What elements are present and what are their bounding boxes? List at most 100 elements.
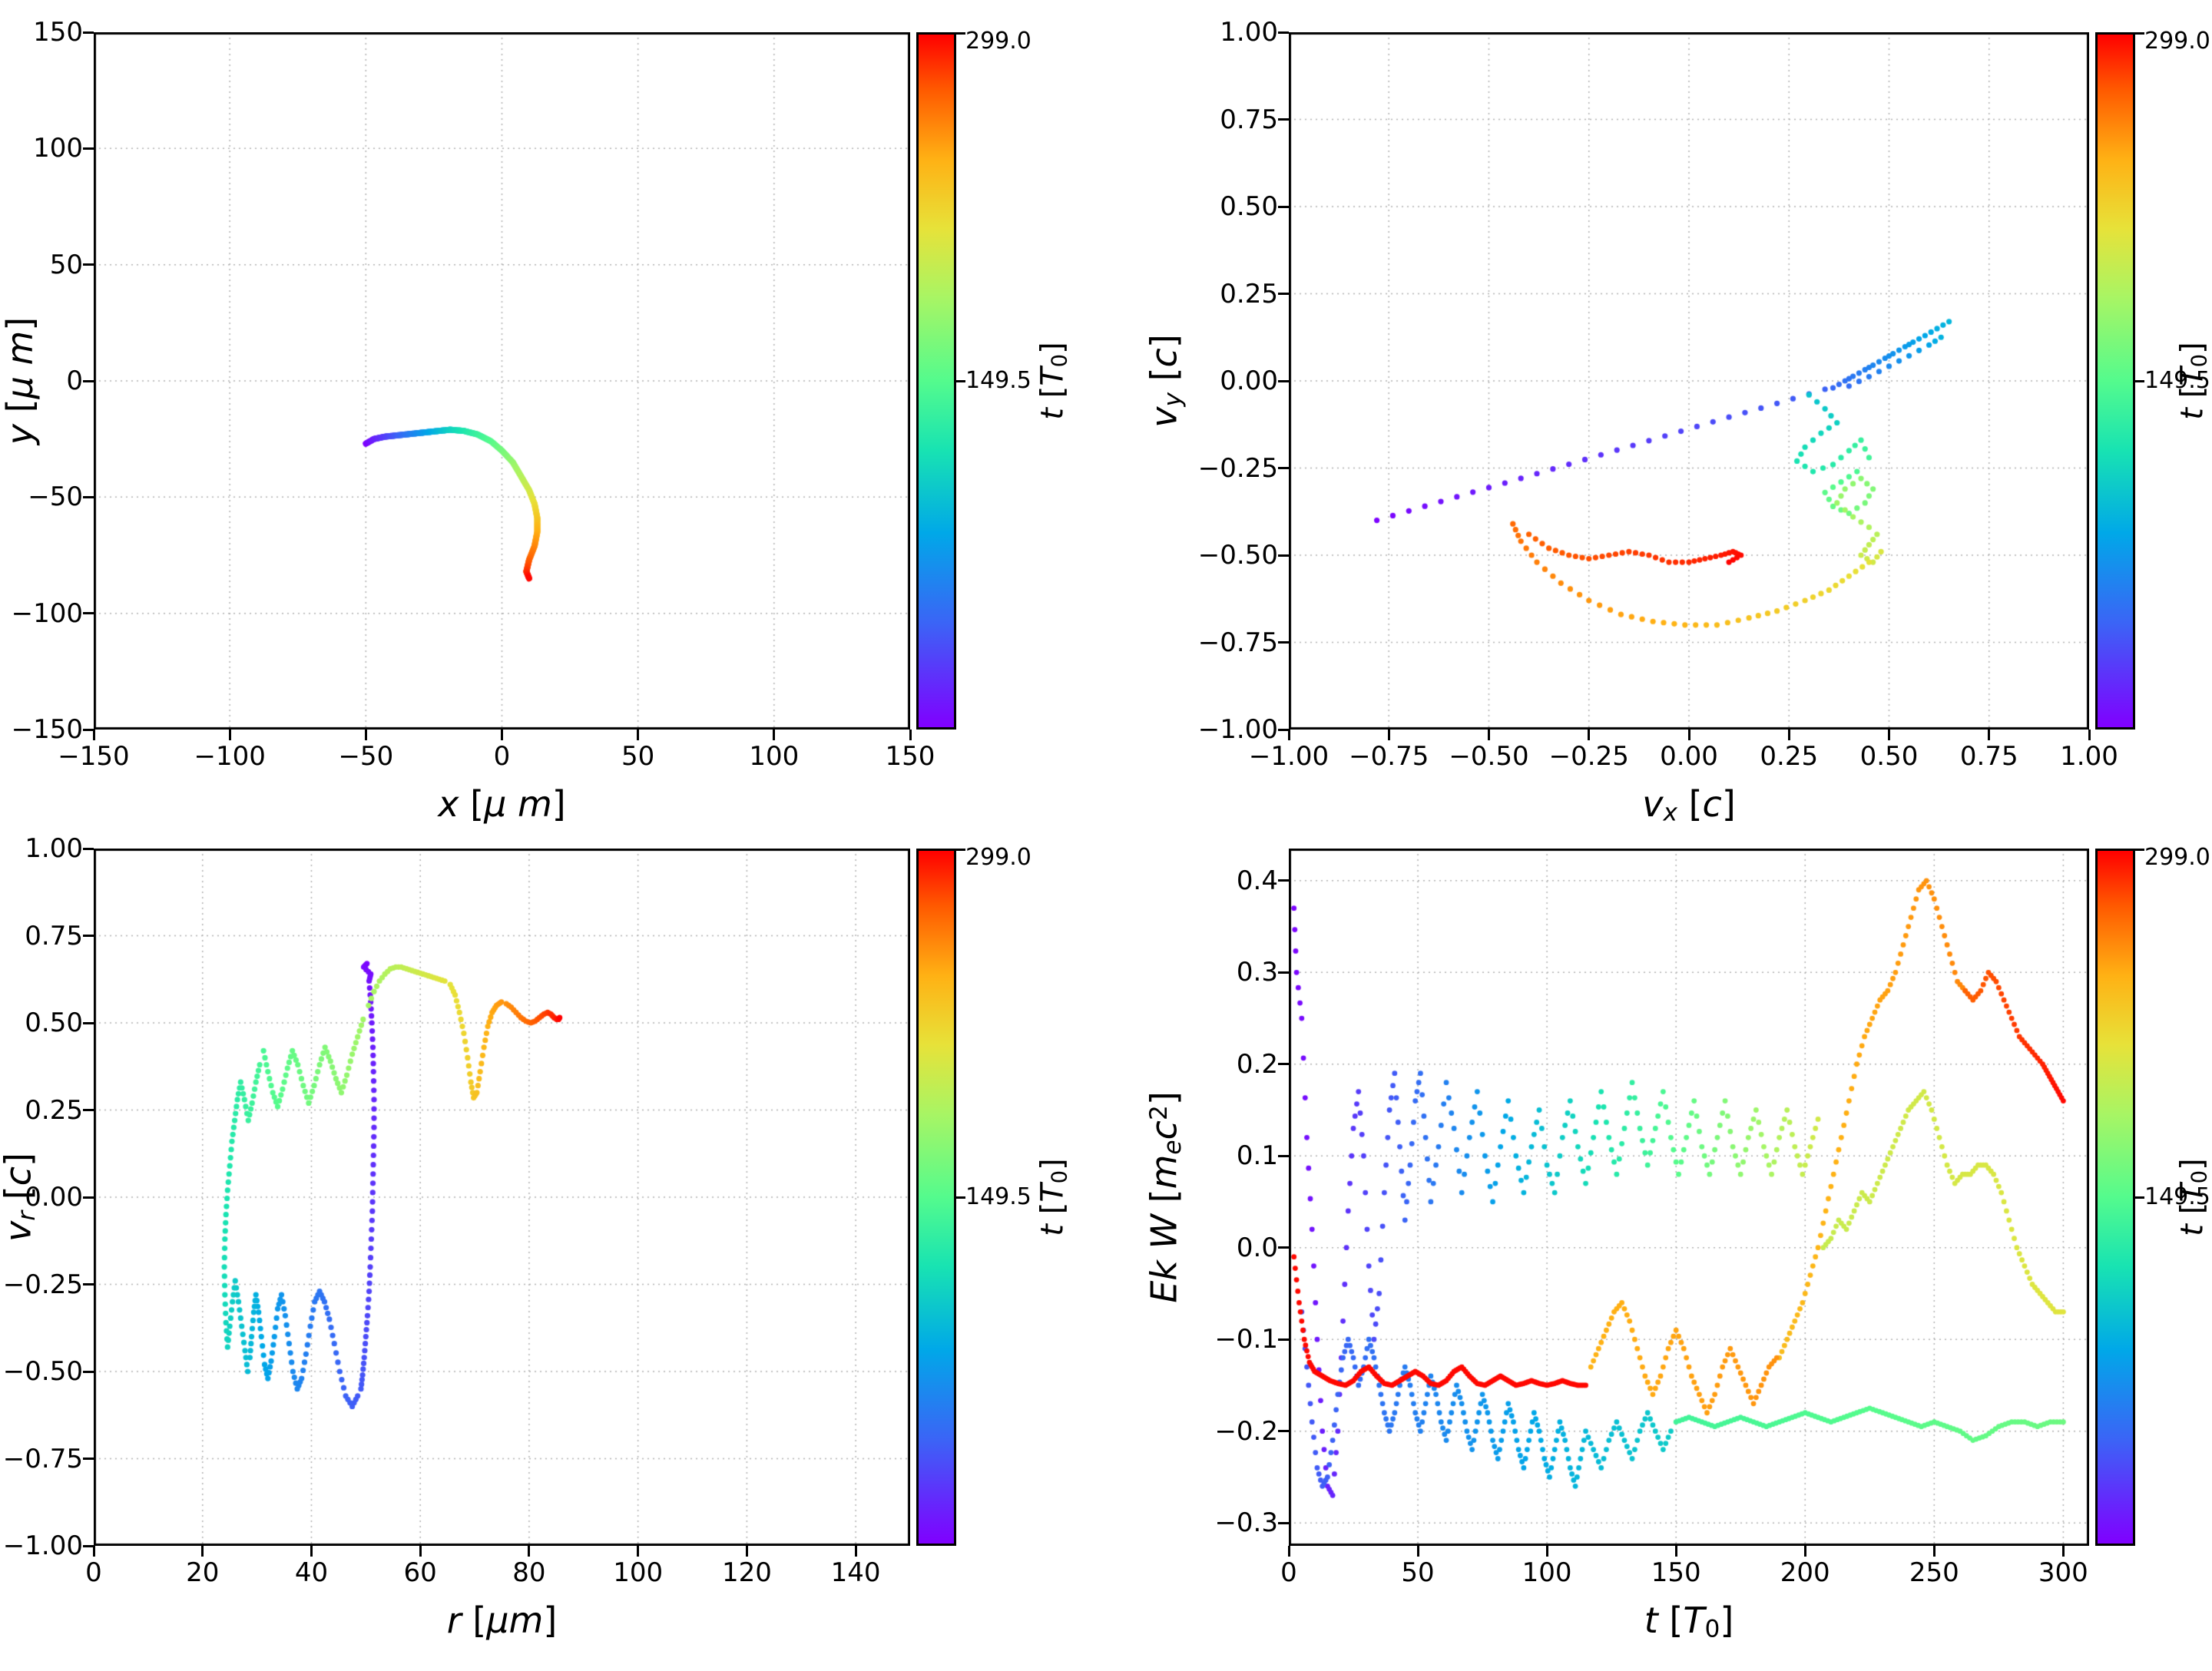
label-part: [ [2174,1202,2210,1224]
x-tick-label: 60 [403,1557,437,1588]
x-tick-label: 50 [621,741,655,772]
label-part: [ [2174,385,2210,408]
colorbar-tick-label: 149.5 [965,367,1031,394]
x-tick-mark [1687,730,1690,740]
label-part: ] [1035,342,1071,354]
x-tick-label: 300 [2038,1557,2088,1588]
y-tick-mark [1278,728,1289,731]
colorbar-tick-label: 149.5 [965,1183,1031,1210]
x-tick-mark [92,730,95,740]
y-tick-label: 50 [49,249,83,280]
x-tick-mark [1545,1546,1548,1557]
x-tick-mark [364,730,367,740]
x-tick-label: 1.00 [2060,741,2118,772]
y-tick-mark [1278,554,1289,557]
x-tick-mark [1287,730,1290,740]
colorbar-tick-mark [2135,1196,2144,1199]
y-tick-label: −0.50 [2,1356,83,1387]
label-part: y [0,424,41,445]
label-part: c [1702,783,1722,825]
y-tick-label: 0.50 [1220,191,1278,222]
y-tick-mark [1278,1338,1289,1341]
x-tick-label: 0 [493,741,511,772]
x-tick-mark [2088,730,2091,740]
colorbar-tick-mark [2135,32,2144,35]
y-tick-mark [83,495,94,498]
y-tick-mark [1278,1246,1289,1249]
y-tick-label: 150 [33,17,83,48]
y-tick-label: −0.2 [1214,1415,1278,1447]
x-tick-label: 200 [1780,1557,1830,1588]
x-tick-mark [1387,730,1390,740]
label-part: e [1159,1140,1187,1155]
label-part: ] [1035,1158,1071,1170]
label-part: t [1644,1600,1658,1641]
label-part: 0 [1048,353,1072,368]
colorbar-tick-label: 299.0 [965,844,1031,871]
label-part: 0 [2187,1170,2212,1184]
colorbar-tick-label: 149.5 [2144,367,2210,394]
x-tick-mark [1287,1546,1290,1557]
plot-area-energy-time [1289,849,2089,1546]
colorbar-velocity-vxvy [2095,32,2135,730]
label-part: [ [0,399,41,424]
y-tick-label: 0.75 [1220,104,1278,135]
y-axis-label-radial-phase: vr [c] [0,1153,41,1242]
label-part: t [1035,1224,1071,1236]
plot-area-radial-phase [94,849,910,1546]
y-tick-mark [83,847,94,850]
y-tick-mark [83,1544,94,1547]
x-tick-mark [637,730,640,740]
y-tick-label: −150 [11,714,83,745]
x-axis-label-position-xy: x [μ m] [438,786,565,822]
y-tick-label: 0.25 [1220,278,1278,309]
label-part: t [1035,408,1071,420]
y-tick-label: 0.0 [1236,1232,1278,1263]
colorbar-radial-phase [916,849,956,1546]
y-tick-mark [83,1283,94,1286]
colorbar-label-energy-time: t [T0] [2174,1158,2212,1236]
x-tick-label: −0.75 [1349,741,1429,772]
x-tick-mark [1488,730,1490,740]
label-part: T [2174,1183,2210,1203]
x-tick-label: 20 [186,1557,220,1588]
label-part: 0 [1704,1615,1720,1643]
y-tick-label: −0.50 [1197,540,1278,571]
label-part: 0 [2187,353,2212,368]
y-tick-label: 0.25 [25,1094,83,1126]
y-tick-label: 0.2 [1236,1048,1278,1080]
y-tick-mark [1278,641,1289,644]
x-tick-mark [1988,730,1991,740]
y-tick-label: 0.00 [25,1182,83,1213]
x-tick-label: −0.25 [1548,741,1629,772]
label-part: 0 [1048,1170,1072,1184]
y-tick-label: −0.25 [1197,452,1278,484]
colorbar-position-xy [916,32,956,730]
label-part: x [438,783,459,825]
colorbar-tick-mark [956,32,965,35]
label-part: ] [2174,1158,2210,1170]
x-tick-label: 140 [830,1557,881,1588]
y-tick-label: 0.3 [1236,957,1278,988]
y-tick-label: 100 [33,133,83,164]
label-part: v [1642,783,1664,825]
x-tick-label: 50 [1401,1557,1435,1588]
colorbar-tick-mark [956,379,965,382]
label-part: [ [1035,1202,1071,1224]
x-tick-label: 0.50 [1859,741,1919,772]
x-tick-mark [419,1546,422,1557]
y-tick-mark [83,1370,94,1373]
y-tick-mark [1278,31,1289,34]
colorbar-label-radial-phase: t [T0] [1035,1158,1072,1236]
label-part: μ m [484,783,552,825]
x-tick-mark [2061,1546,2065,1557]
x-tick-mark [1932,1546,1936,1557]
colorbar-energy-time [2095,849,2135,1546]
x-tick-label: 0.25 [1760,741,1819,772]
colorbar-tick-mark [2135,849,2144,851]
y-tick-mark [1278,1430,1289,1433]
y-tick-mark [1278,1521,1289,1524]
label-part: y [1159,392,1187,407]
colorbar-label-position-xy: t [T0] [1035,342,1072,420]
